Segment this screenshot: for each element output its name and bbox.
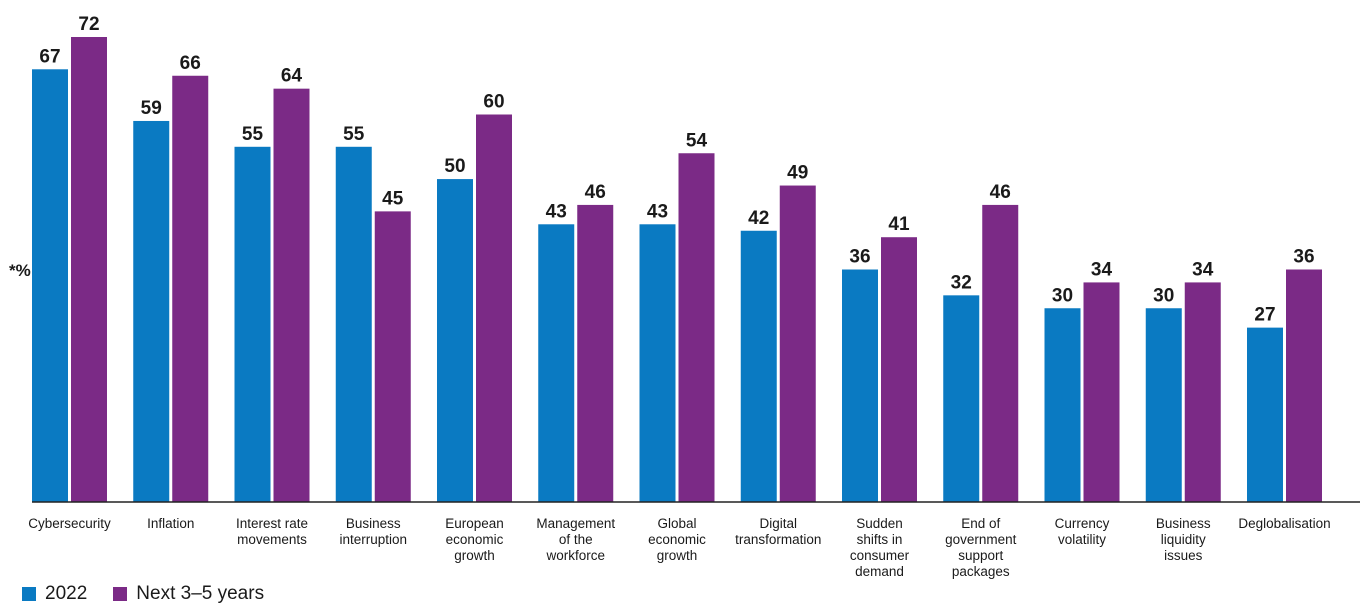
legend-swatch-2022 bbox=[22, 587, 36, 601]
bar-2022-7 bbox=[740, 230, 777, 502]
bar-next-3-5-years-4 bbox=[476, 114, 512, 502]
bar-2022-11 bbox=[1145, 308, 1182, 502]
bar-next-3-5-years-6 bbox=[678, 153, 715, 502]
bar-2022-3 bbox=[335, 146, 372, 502]
value-label: 34 bbox=[1192, 259, 1214, 280]
value-label: 50 bbox=[444, 156, 465, 177]
legend-label-next-3-5-years: Next 3–5 years bbox=[136, 583, 265, 604]
value-label: 67 bbox=[39, 46, 60, 67]
legend-label-2022: 2022 bbox=[45, 583, 88, 604]
value-label: 55 bbox=[242, 124, 264, 145]
value-label: 43 bbox=[647, 201, 668, 222]
value-label: 34 bbox=[1091, 259, 1113, 280]
value-label: 66 bbox=[180, 53, 201, 74]
bar-next-3-5-years-5 bbox=[577, 204, 614, 502]
legend-item-2022: 2022 bbox=[22, 583, 87, 605]
bar-next-3-5-years-7 bbox=[779, 185, 816, 502]
category-label: Deglobalisation bbox=[1238, 516, 1330, 531]
value-label: 55 bbox=[343, 124, 365, 145]
category-label: Business liquidity issues bbox=[1156, 516, 1211, 563]
value-label: 64 bbox=[281, 66, 303, 87]
value-label: 46 bbox=[990, 182, 1011, 203]
bar-next-3-5-years-1 bbox=[172, 75, 209, 502]
bar-next-3-5-years-2 bbox=[273, 88, 310, 503]
value-label: 60 bbox=[483, 92, 504, 113]
category-label: Business interruption bbox=[339, 516, 407, 547]
bar-next-3-5-years-11 bbox=[1184, 282, 1221, 502]
bar-2022-9 bbox=[943, 295, 980, 502]
bars-layer bbox=[32, 37, 1322, 503]
category-label: Currency volatility bbox=[1055, 516, 1110, 547]
value-label: 32 bbox=[951, 272, 972, 293]
value-label: 46 bbox=[585, 182, 606, 203]
value-label: 43 bbox=[546, 201, 567, 222]
legend: 2022 Next 3–5 years bbox=[22, 583, 282, 605]
value-label: 42 bbox=[748, 208, 769, 229]
bar-2022-4 bbox=[437, 179, 473, 503]
value-label: 36 bbox=[1293, 247, 1314, 268]
bar-2022-12 bbox=[1247, 327, 1283, 502]
legend-item-next-3-5-years: Next 3–5 years bbox=[113, 583, 264, 605]
bar-2022-0 bbox=[32, 69, 68, 503]
value-label: 54 bbox=[686, 130, 708, 151]
category-label: Cybersecurity bbox=[28, 516, 111, 531]
category-label: Management of the workforce bbox=[536, 516, 615, 563]
value-labels-layer: 67 59 55 55 50 43 43 42 36 32 30 30 27 72 66 64 45 60 46 54… bbox=[39, 14, 1314, 326]
value-label: 30 bbox=[1052, 285, 1073, 306]
bar-2022-10 bbox=[1044, 308, 1081, 502]
category-label: Interest rate movements bbox=[236, 516, 308, 547]
bar-2022-1 bbox=[133, 120, 170, 502]
value-label: 30 bbox=[1153, 285, 1174, 306]
value-label: 72 bbox=[78, 14, 99, 35]
value-label: 41 bbox=[888, 214, 910, 235]
legend-swatch-next-3-5-years bbox=[113, 587, 128, 601]
bar-2022-2 bbox=[234, 146, 271, 502]
value-label: 45 bbox=[382, 188, 404, 209]
value-label: 59 bbox=[141, 98, 162, 119]
category-labels-layer: Cybersecurity Inflation Interest rate movem… bbox=[28, 516, 1330, 579]
category-label: Global economic growth bbox=[648, 516, 706, 563]
bar-next-3-5-years-9 bbox=[982, 204, 1019, 502]
category-label: Sudden shifts in consumer demand bbox=[850, 516, 910, 579]
bar-next-3-5-years-3 bbox=[374, 211, 411, 502]
value-label: 49 bbox=[787, 163, 808, 184]
category-label: End of government support packages bbox=[945, 516, 1017, 579]
value-label: 36 bbox=[849, 247, 870, 268]
bar-2022-5 bbox=[538, 224, 575, 502]
bar-2022-8 bbox=[842, 269, 878, 502]
bar-next-3-5-years-8 bbox=[881, 237, 917, 503]
bar-next-3-5-years-12 bbox=[1286, 269, 1322, 502]
bar-next-3-5-years-10 bbox=[1083, 282, 1120, 502]
y-axis-label: *% bbox=[9, 261, 31, 280]
bar-next-3-5-years-0 bbox=[71, 37, 107, 502]
category-label: European economic growth bbox=[445, 516, 504, 563]
category-label: Inflation bbox=[147, 516, 194, 531]
bar-2022-6 bbox=[639, 224, 676, 502]
value-label: 27 bbox=[1254, 305, 1275, 326]
category-label: Digital transformation bbox=[735, 516, 821, 547]
